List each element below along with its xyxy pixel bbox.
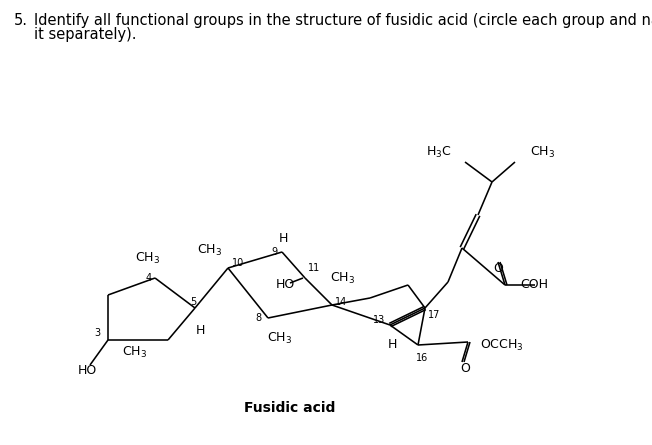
Text: 9: 9 bbox=[272, 247, 278, 257]
Text: O: O bbox=[460, 361, 470, 375]
Text: it separately).: it separately). bbox=[34, 27, 136, 42]
Text: Identify all functional groups in the structure of fusidic acid (circle each gro: Identify all functional groups in the st… bbox=[34, 13, 652, 28]
Text: HO: HO bbox=[276, 279, 295, 291]
Text: CH$_3$: CH$_3$ bbox=[530, 145, 555, 160]
Text: 10: 10 bbox=[232, 258, 244, 268]
Text: 3: 3 bbox=[94, 328, 100, 338]
Text: 17: 17 bbox=[428, 310, 440, 320]
Text: CH$_3$: CH$_3$ bbox=[123, 344, 147, 360]
Text: 14: 14 bbox=[335, 297, 348, 307]
Text: CH$_3$: CH$_3$ bbox=[267, 331, 293, 346]
Text: COH: COH bbox=[520, 279, 548, 291]
Text: H: H bbox=[196, 324, 205, 336]
Text: 13: 13 bbox=[373, 315, 385, 325]
Text: 5.: 5. bbox=[14, 13, 28, 28]
Text: 5: 5 bbox=[190, 297, 196, 307]
Text: 16: 16 bbox=[416, 353, 428, 363]
Text: 8: 8 bbox=[256, 313, 262, 323]
Text: CH$_3$: CH$_3$ bbox=[330, 271, 355, 286]
Text: H: H bbox=[387, 339, 396, 352]
Text: CH$_3$: CH$_3$ bbox=[136, 251, 160, 266]
Text: HO: HO bbox=[78, 364, 97, 376]
Text: O: O bbox=[493, 262, 503, 275]
Text: H$_3$C: H$_3$C bbox=[426, 145, 452, 160]
Text: OCCH$_3$: OCCH$_3$ bbox=[480, 337, 524, 352]
Text: Fusidic acid: Fusidic acid bbox=[244, 401, 336, 415]
Text: CH$_3$: CH$_3$ bbox=[198, 243, 222, 258]
Text: 11: 11 bbox=[308, 263, 320, 273]
Text: H: H bbox=[278, 231, 288, 244]
Text: 4: 4 bbox=[146, 273, 152, 283]
